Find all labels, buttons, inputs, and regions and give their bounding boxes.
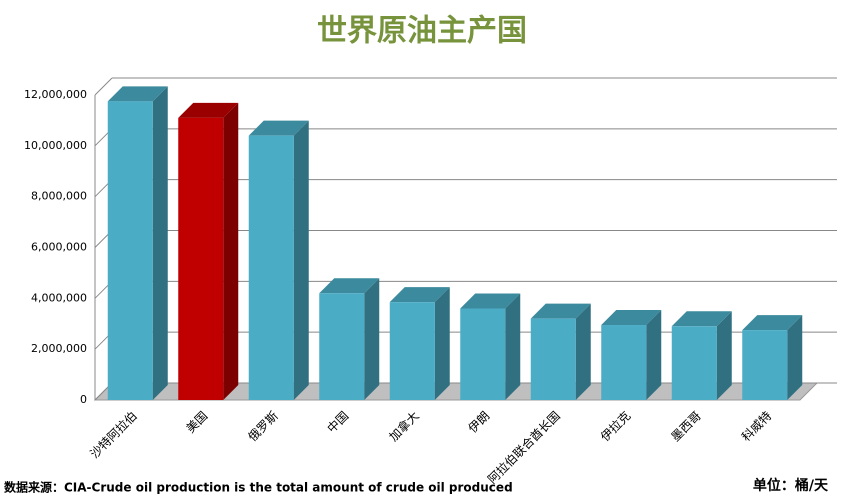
x-tick-label: 美国 <box>183 409 210 436</box>
bar-side <box>223 102 239 400</box>
bar-side <box>646 310 662 400</box>
chart-title: 世界原油主产国 <box>317 14 527 49</box>
bar-top <box>601 310 662 326</box>
bar-side <box>293 120 309 401</box>
x-tick-label: 科威特 <box>738 408 774 444</box>
bar <box>601 325 647 400</box>
x-tick-label: 墨西哥 <box>668 409 703 444</box>
x-tick-label: 俄罗斯 <box>245 409 280 444</box>
source-note: 数据来源：CIA-Crude oil production is the tot… <box>4 480 513 495</box>
y-tick-label: 2,000,000 <box>31 342 87 355</box>
bar-side <box>505 293 521 400</box>
y-tick-label: 8,000,000 <box>31 190 87 203</box>
bar <box>460 308 506 400</box>
bar-top <box>671 311 732 327</box>
x-tick-label: 中国 <box>324 408 352 436</box>
bar-side <box>716 311 732 400</box>
bar-top <box>742 315 803 331</box>
bar-side <box>575 303 591 400</box>
bar <box>742 330 788 400</box>
grid-line <box>94 77 113 96</box>
bar-top <box>530 303 591 319</box>
bar-side <box>364 278 380 400</box>
y-tick-label: 10,000,000 <box>24 139 87 152</box>
bar <box>107 101 153 401</box>
bar-side <box>434 287 450 400</box>
bar <box>178 117 224 400</box>
bar-top <box>248 120 309 136</box>
bar <box>248 135 294 400</box>
x-tick-label: 加拿大 <box>386 408 422 444</box>
bar-top <box>178 102 239 118</box>
unit-note: 单位：桶/天 <box>753 477 829 494</box>
x-tick-label: 伊拉克 <box>597 408 633 444</box>
x-tick-label: 伊朗 <box>465 409 492 436</box>
bar <box>530 318 576 400</box>
bar-top <box>107 86 168 102</box>
bar-top <box>389 287 450 303</box>
bar <box>389 302 435 400</box>
bar <box>319 293 365 400</box>
bar-side <box>152 86 168 401</box>
bar-top <box>460 293 521 309</box>
y-tick-label: 4,000,000 <box>31 291 87 304</box>
y-tick-label: 6,000,000 <box>31 241 87 254</box>
x-tick-label: 沙特阿拉伯 <box>87 408 140 461</box>
y-tick-label: 12,000,000 <box>24 88 87 101</box>
bar-top <box>319 278 380 294</box>
bar <box>671 326 717 400</box>
x-tick-label: 阿拉伯联合酋长国 <box>484 408 562 486</box>
bar-side <box>787 315 803 400</box>
y-tick-label: 0 <box>80 393 87 406</box>
